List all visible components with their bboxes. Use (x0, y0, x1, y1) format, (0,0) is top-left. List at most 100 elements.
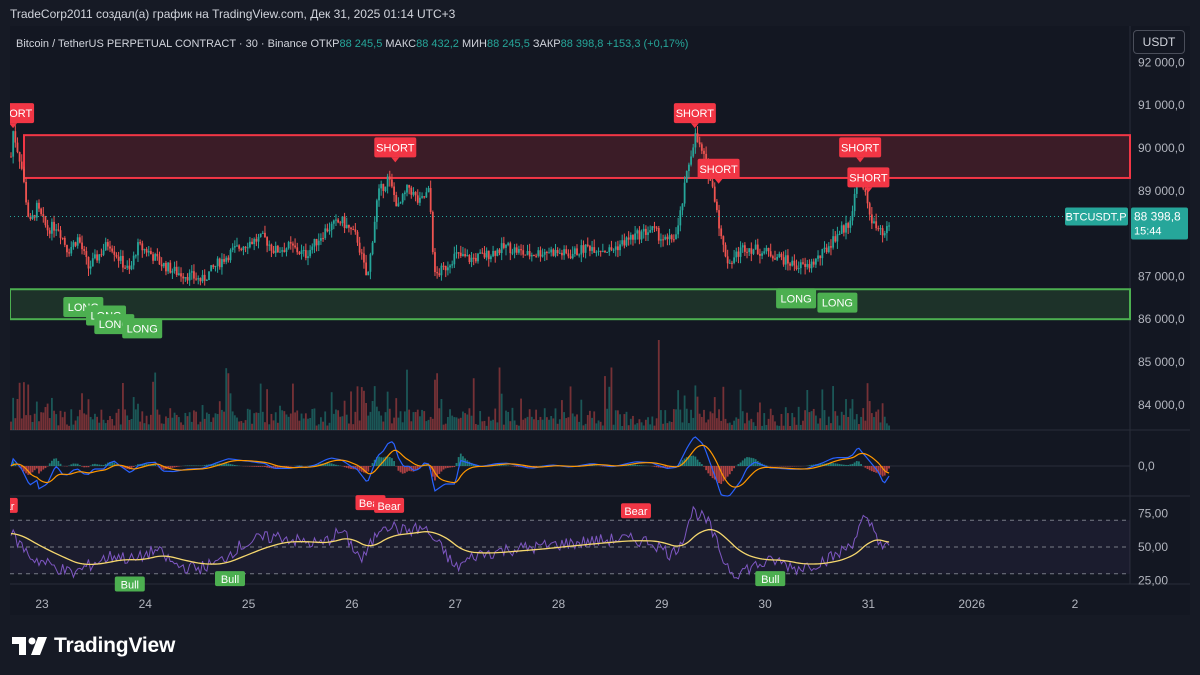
candle-body (739, 247, 742, 257)
volume-bar (438, 408, 441, 430)
candle-body (371, 242, 374, 255)
candle-body (492, 250, 494, 257)
volume-bar (528, 409, 531, 430)
volume-bar (315, 425, 318, 430)
candle-body (57, 229, 60, 231)
candle-body (188, 272, 191, 281)
volume-bar (500, 393, 503, 430)
volume-bar (283, 411, 286, 430)
candle-body (59, 230, 62, 238)
candle-body (741, 245, 744, 248)
price-chart[interactable]: Bitcoin / TetherUS PERPETUAL CONTRACT · … (10, 26, 1190, 615)
long-signal-box (817, 292, 858, 313)
candle-body (25, 181, 27, 203)
candle-body (421, 196, 423, 198)
candle-body (864, 188, 867, 192)
candle-body (589, 245, 591, 251)
short-signal-box (673, 103, 716, 124)
candle-body (315, 238, 318, 246)
macd-histogram-bar (188, 465, 191, 466)
candle-body (408, 184, 411, 188)
candle-body (696, 133, 699, 143)
volume-bar (481, 421, 484, 430)
candle-body (76, 237, 79, 246)
macd-histogram-bar (40, 466, 43, 472)
chart-frame[interactable]: Bitcoin / TetherUS PERPETUAL CONTRACT · … (10, 26, 1190, 615)
macd-histogram-bar (515, 466, 518, 467)
candle-body (556, 249, 559, 254)
candle-body (145, 249, 148, 253)
short-signal-box (374, 137, 417, 158)
candle-body (629, 235, 632, 240)
candle-body (595, 251, 598, 253)
volume-bar (326, 425, 329, 430)
chart-legend: Bitcoin / TetherUS PERPETUAL CONTRACT · … (16, 38, 688, 50)
volume-bar (59, 410, 62, 430)
macd-histogram-bar (259, 466, 262, 467)
volume-bar (789, 425, 791, 430)
volume-bar (866, 383, 869, 430)
volume-bar (576, 414, 578, 430)
volume-bar (845, 399, 847, 430)
candle-body (369, 254, 372, 272)
time-axis-label: 2026 (958, 597, 985, 611)
macd-histogram-bar (629, 464, 632, 466)
macd-pane (10, 436, 1130, 497)
volume-bar (184, 412, 187, 430)
short-signal-pointer (10, 123, 18, 129)
macd-histogram-bar (696, 459, 699, 466)
volume-bar (345, 414, 348, 430)
volume-bar (156, 409, 159, 430)
macd-histogram-bar (728, 466, 731, 475)
macd-histogram-bar (438, 466, 441, 474)
candle-body (726, 256, 729, 264)
macd-histogram-bar (657, 466, 660, 468)
volume-bar (253, 413, 256, 430)
macd-histogram-bar (845, 464, 847, 466)
volume-bar (647, 417, 649, 430)
short-signal: SHORT (839, 137, 882, 163)
tradingview-logo[interactable]: TradingView (12, 634, 175, 658)
bull-divergence-label: Bull (114, 576, 145, 592)
macd-histogram-bar (685, 457, 688, 466)
candle-body (451, 264, 454, 266)
candle-body (502, 243, 505, 248)
candle-body (100, 254, 103, 256)
currency-button[interactable]: USDT (1133, 30, 1185, 54)
macd-histogram-bar (74, 463, 77, 466)
volume-bar (505, 410, 507, 430)
candle-body (29, 216, 32, 219)
short-signal-pointer (391, 157, 400, 163)
volume-bar (358, 420, 361, 430)
volume-bar (524, 418, 527, 430)
candle-body (576, 248, 578, 256)
macd-histogram-bar (102, 465, 105, 466)
macd-histogram-bar (169, 466, 172, 469)
macd-histogram-bar (720, 466, 723, 484)
volume-bar (16, 399, 19, 430)
candle-body (44, 216, 47, 226)
volume-bar (285, 414, 288, 430)
candle-body (251, 241, 253, 245)
macd-histogram-bar (821, 463, 824, 466)
macd-histogram-bar (38, 466, 40, 474)
macd-histogram-bar (526, 466, 529, 468)
short-signal-box (10, 103, 35, 124)
volume-bar (511, 407, 514, 430)
candle-body (332, 220, 335, 224)
macd-histogram-bar (847, 464, 850, 466)
candle-body (449, 265, 451, 268)
macd-histogram-bar (827, 463, 830, 466)
volume-bar (330, 392, 333, 430)
candle-body (38, 202, 40, 209)
volume-bar (649, 424, 652, 430)
volume-bar (436, 373, 439, 430)
bull-divergence-box (114, 576, 145, 592)
candle-body (814, 258, 817, 265)
volume-bar (737, 418, 740, 430)
candle-body (373, 221, 376, 243)
volume-bar (255, 412, 258, 430)
candle-body (195, 278, 197, 280)
macd-histogram-bar (632, 464, 634, 466)
volume-bar (240, 421, 243, 430)
